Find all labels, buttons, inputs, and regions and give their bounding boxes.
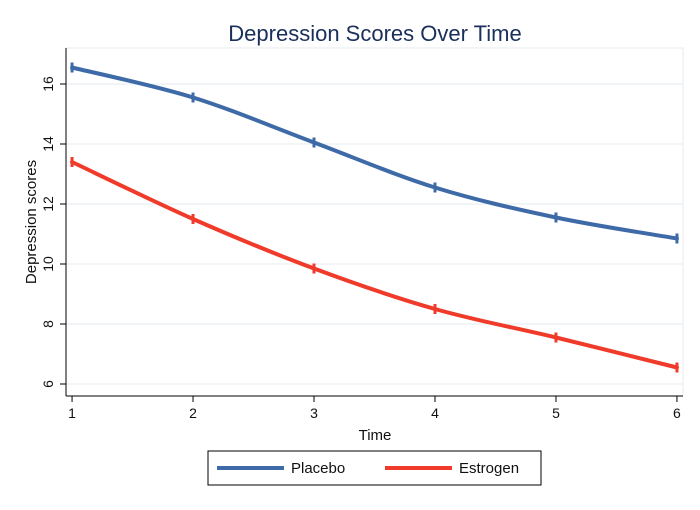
x-tick-label: 3: [310, 405, 318, 421]
x-tick-label: 5: [552, 405, 560, 421]
x-tick-label: 2: [189, 405, 197, 421]
plot-background: [65, 47, 684, 397]
grid-lines: [66, 83, 683, 385]
series-line-estrogen: [70, 160, 679, 370]
legend: Placebo Estrogen: [207, 450, 542, 486]
x-tick-label: 6: [673, 405, 681, 421]
legend-label-estrogen: Estrogen: [459, 460, 519, 477]
chart-title: Depression Scores Over Time: [228, 21, 521, 46]
x-axis-label: Time: [359, 427, 392, 444]
y-tick-label: 6: [40, 380, 56, 388]
series-line-placebo: [70, 65, 679, 241]
y-axis-label: Depression scores: [23, 160, 40, 284]
legend-label-placebo: Placebo: [291, 460, 345, 477]
x-tick-label: 4: [431, 405, 439, 421]
series-lines: [70, 62, 679, 373]
y-tick-label: 12: [40, 196, 56, 212]
x-tick-label: 1: [68, 405, 76, 421]
y-tick-label: 14: [40, 136, 56, 152]
y-tick-label: 16: [40, 76, 56, 92]
y-tick-label: 10: [40, 256, 56, 272]
y-tick-label: 8: [40, 320, 56, 328]
